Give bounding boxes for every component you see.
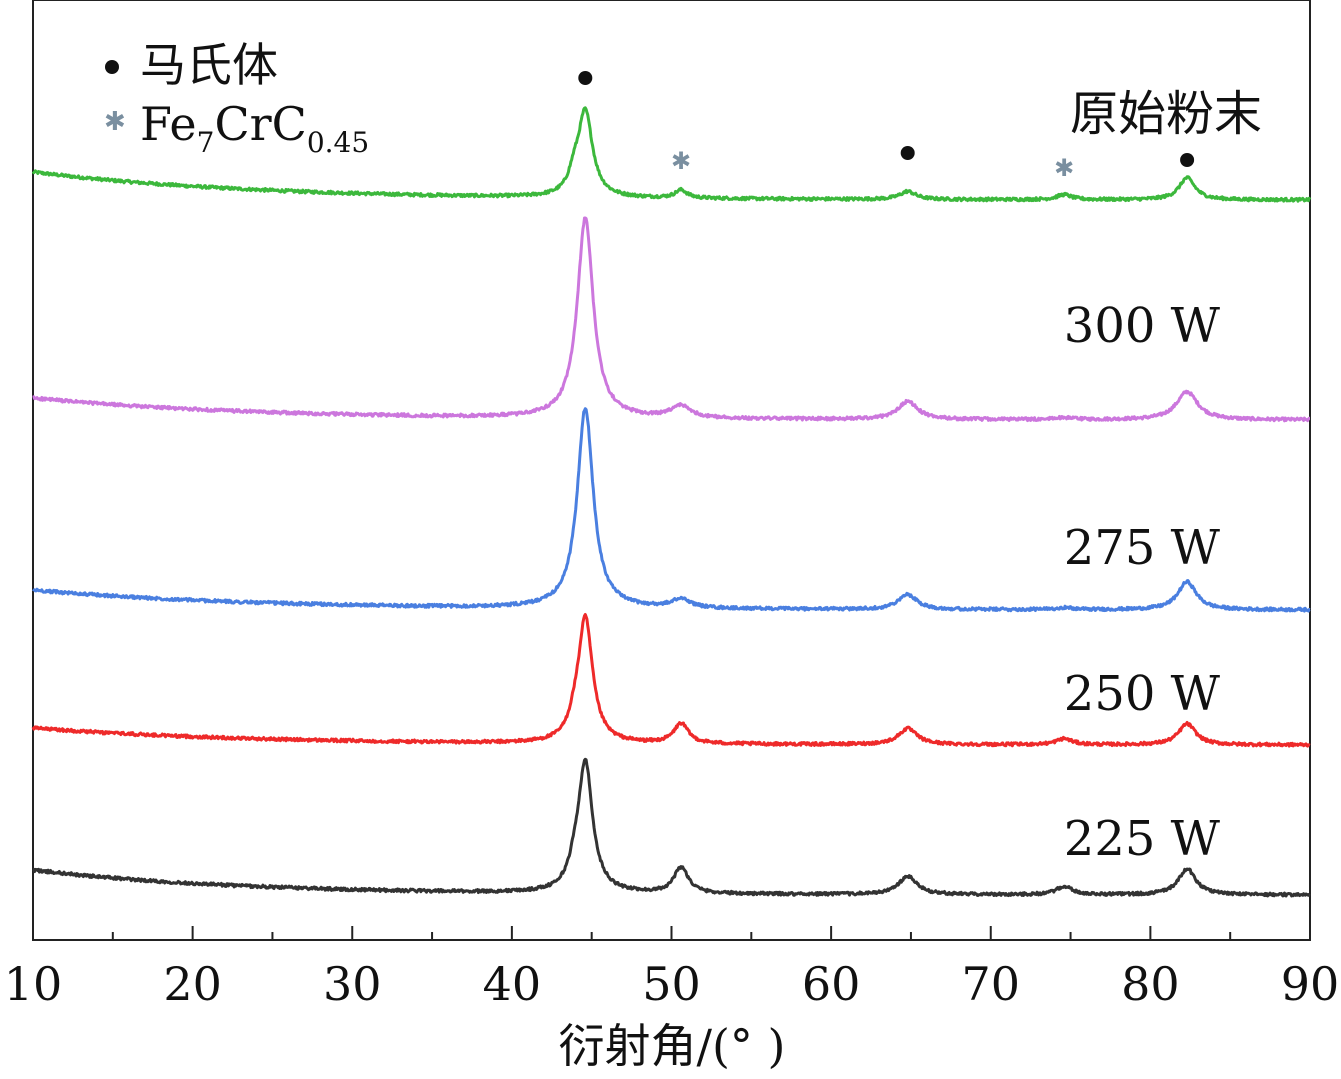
series-group <box>31 106 1312 898</box>
legend-star-marker: ✱ <box>104 107 126 137</box>
series-line-4 <box>32 757 1311 898</box>
legend-dot-marker <box>105 60 119 74</box>
series-labels: 原始粉末 300 W 275 W 250 W 225 W <box>1064 86 1262 867</box>
series-label-0: 原始粉末 <box>1070 86 1262 142</box>
x-axis: 10 20 30 40 50 60 70 80 90 <box>4 926 1340 1011</box>
carbide-star-marker: ✱ <box>1054 154 1074 182</box>
martensite-dot-marker <box>1180 153 1195 167</box>
x-tick-label: 50 <box>642 957 701 1011</box>
phase-markers: ✱ ✱ <box>578 71 1195 182</box>
series-label-4: 225 W <box>1064 811 1221 867</box>
x-tick-label: 10 <box>4 957 63 1011</box>
x-tick-label: 70 <box>961 957 1020 1011</box>
x-axis-label: 衍射角/(° ) <box>558 1019 785 1073</box>
series-line-3 <box>31 613 1311 748</box>
martensite-dot-marker <box>900 146 915 160</box>
x-tick-label: 30 <box>323 957 382 1011</box>
x-tick-label: 20 <box>163 957 222 1011</box>
series-line-0 <box>31 106 1312 203</box>
series-label-1: 300 W <box>1064 298 1221 354</box>
martensite-dot-marker <box>578 71 593 85</box>
series-label-2: 275 W <box>1064 520 1221 576</box>
series-line-1 <box>32 216 1311 423</box>
x-tick-label: 80 <box>1121 957 1180 1011</box>
legend-martensite-label: 马氏体 <box>140 38 278 92</box>
series-line-2 <box>32 407 1311 613</box>
x-tick-label: 60 <box>802 957 861 1011</box>
x-tick-label: 40 <box>483 957 542 1011</box>
legend: 马氏体 ✱ Fe7CrC0.45 <box>104 38 369 159</box>
x-tick-label: 90 <box>1281 957 1340 1011</box>
carbide-star-marker: ✱ <box>671 147 691 175</box>
legend-carbide-label: Fe7CrC0.45 <box>140 97 369 159</box>
series-label-3: 250 W <box>1064 666 1221 722</box>
